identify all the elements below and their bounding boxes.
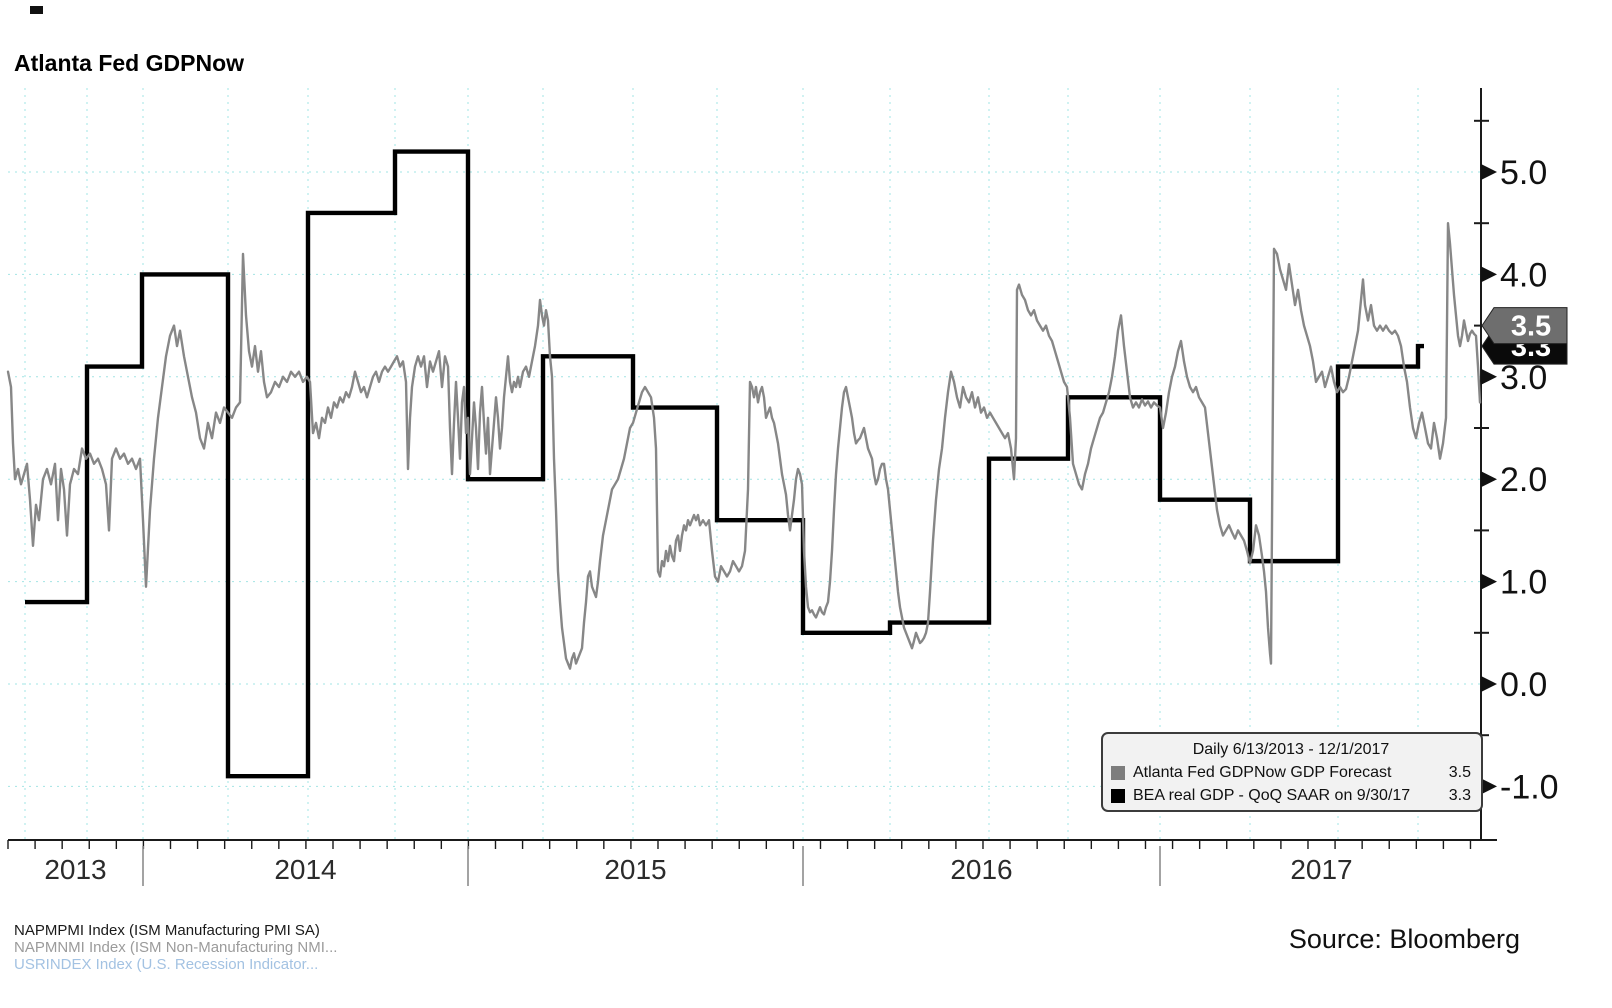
- gdpnow-forecast-line: [6, 222, 1482, 670]
- ticker-line-usrindex: USRINDEX Index (U.S. Recession Indicator…: [14, 956, 319, 973]
- x-axis-year-label: 2015: [604, 854, 666, 885]
- legend-swatch-gdpnow-icon: [1111, 765, 1125, 780]
- y-axis-label: 1.0: [1500, 564, 1547, 602]
- y-tick-arrow-icon: [1481, 266, 1497, 283]
- legend-value-gdpnow: 3.5: [1448, 764, 1471, 781]
- ticker-line-napmnmi: NAPMNMI Index (ISM Non-Manufacturing NMI…: [14, 939, 338, 956]
- legend-value-bea-gdp: 3.3: [1448, 787, 1471, 804]
- y-axis-label: 3.0: [1500, 359, 1547, 397]
- legend-swatch-bea-icon: [1111, 788, 1125, 803]
- y-axis-label: 5.0: [1500, 154, 1547, 192]
- y-axis-label: 4.0: [1500, 256, 1547, 294]
- legend-title: Daily 6/13/2013 - 12/1/2017: [1192, 741, 1390, 758]
- legend-label-gdpnow: Atlanta Fed GDPNow GDP Forecast: [1133, 764, 1392, 781]
- x-axis-year-label: 2013: [44, 854, 106, 885]
- source-credit: Source: Bloomberg: [1288, 924, 1520, 954]
- screen-artifact: [30, 6, 43, 14]
- bea-gdp-step-line: [25, 149, 1424, 779]
- legend-item-bea-gdp: BEA real GDP - QoQ SAAR on 9/30/17 3.3: [1111, 784, 1471, 807]
- ticker-line-napmpmi: NAPMPMI Index (ISM Manufacturing PMI SA): [14, 922, 320, 939]
- page-title: Atlanta Fed GDPNow: [14, 50, 245, 76]
- legend-label-bea-gdp: BEA real GDP - QoQ SAAR on 9/30/17: [1133, 787, 1411, 804]
- y-tick-arrow-icon: [1481, 676, 1497, 692]
- y-axis-label: 0.0: [1500, 666, 1547, 704]
- y-tick-arrow-icon: [1481, 368, 1497, 385]
- y-tick-arrow-icon: [1481, 573, 1497, 590]
- x-axis-year-label: 2016: [950, 854, 1012, 885]
- axis-price-tag: [1481, 307, 1568, 345]
- axis-price-tag-value: 3.5: [1511, 311, 1551, 343]
- y-tick-arrow-icon: [1481, 164, 1497, 180]
- y-axis-label: -1.0: [1500, 768, 1559, 806]
- y-axis-label: 2.0: [1500, 461, 1547, 499]
- x-axis-year-label: 2014: [274, 854, 336, 885]
- chart-legend: Daily 6/13/2013 - 12/1/2017 Atlanta Fed …: [1101, 732, 1483, 812]
- legend-item-gdpnow: Atlanta Fed GDPNow GDP Forecast 3.5: [1111, 761, 1471, 784]
- y-tick-arrow-icon: [1481, 471, 1497, 488]
- x-axis-year-label: 2017: [1290, 854, 1352, 885]
- y-tick-arrow-icon: [1481, 778, 1497, 795]
